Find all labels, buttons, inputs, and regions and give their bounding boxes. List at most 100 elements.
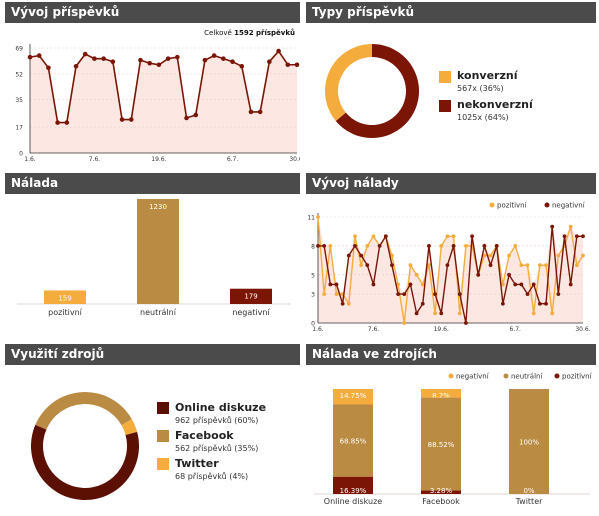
legend-swatch (157, 402, 169, 414)
data-point (525, 263, 530, 268)
data-point (402, 321, 407, 325)
panel-vyvoj-prispevku: Vývoj příspěvků Celkově 1592 příspěvků 0 1… (5, 2, 300, 166)
donut-slice (335, 44, 419, 138)
data-point (383, 234, 388, 239)
bar-segment (509, 389, 549, 494)
data-point (531, 282, 536, 287)
segment-value-label: 0% (523, 487, 534, 495)
data-point (414, 311, 419, 316)
legend-swatch (157, 430, 169, 442)
panel-vyvoj-nalady: Vývoj nálady pozitivní negativní 0 3 5 8 11 1.6… (306, 173, 596, 333)
line-chart-vyvoj-prispevku: Celkově 1592 příspěvků 0 17 35 52 69 1.6. 7.6. 1… (15, 28, 300, 163)
data-point (581, 234, 585, 239)
segment-value-label: 68.85% (340, 438, 367, 446)
y-tick-label: 3 (311, 292, 315, 299)
data-point (396, 282, 401, 287)
data-point (427, 244, 431, 248)
data-point (464, 321, 468, 325)
series-line (317, 216, 584, 324)
bar-value-label: 159 (58, 294, 71, 302)
bar (230, 288, 272, 304)
data-point (346, 301, 351, 306)
data-point (390, 263, 394, 268)
data-point (445, 234, 450, 239)
data-point (574, 234, 579, 239)
series-line (318, 226, 583, 324)
legend-label: negativní (456, 373, 490, 381)
data-point (257, 109, 263, 115)
data-point (556, 253, 561, 258)
y-tick-label: 0 (19, 151, 23, 158)
legend-label: Online diskuze (175, 401, 266, 414)
legend-marker (448, 373, 454, 379)
data-point (420, 282, 425, 287)
legend-marker (489, 202, 495, 208)
legend-label: negativní (552, 202, 586, 210)
y-tick-label: 5 (311, 272, 315, 279)
data-point (519, 263, 524, 268)
data-point (513, 244, 518, 248)
data-point (568, 224, 573, 229)
bar-chart-nalada: 159 pozitivní 1230 neutrální 179 negativní (17, 199, 291, 317)
data-point (119, 117, 125, 122)
category-label: neutrální (140, 308, 177, 317)
data-point (507, 272, 511, 277)
bar-segment (333, 404, 373, 477)
donut-chart-typy-prispevku: konverzní 567x (36%) nekonverzní 1025x (64%… (325, 44, 534, 138)
data-point (294, 62, 300, 68)
category-label: Facebook (422, 497, 460, 506)
data-point (239, 63, 245, 69)
data-point (230, 59, 235, 64)
data-point (328, 244, 333, 248)
data-point (221, 56, 226, 61)
data-point (482, 244, 487, 248)
bar-value-label: 1230 (149, 203, 167, 211)
data-point (562, 234, 567, 239)
data-point (519, 282, 524, 287)
data-point (328, 282, 333, 287)
segment-value-label: 16.39% (340, 487, 367, 495)
data-point (202, 57, 208, 63)
data-point (550, 224, 555, 229)
data-point (488, 263, 493, 268)
data-point (408, 282, 413, 287)
y-tick-label: 8 (311, 243, 315, 250)
bar (44, 290, 86, 304)
data-point (525, 292, 530, 296)
legend-detail: 68 příspěvků (4%) (175, 471, 248, 481)
x-tick-label: 19.6. (151, 156, 166, 163)
data-point (494, 244, 499, 248)
data-point (420, 301, 425, 306)
legend-label: Twitter (175, 457, 219, 470)
data-point (322, 292, 327, 296)
panel-nalada-ve-zdrojich: Nálada ve zdrojích negativní neutrální poz… (306, 344, 596, 514)
data-point (353, 234, 357, 239)
annotation-value: 1592 příspěvků (234, 28, 295, 37)
panel-title: Vývoj nálady (306, 173, 596, 194)
data-point (334, 292, 339, 296)
data-point (128, 117, 134, 122)
data-point (211, 53, 217, 58)
x-tick-label: 7.6. (89, 156, 101, 163)
data-point (488, 253, 493, 258)
bar-value-label: 179 (244, 293, 257, 301)
data-point (537, 263, 542, 268)
data-point (55, 120, 60, 125)
data-point (457, 311, 462, 316)
bar (137, 199, 179, 304)
data-point (439, 244, 444, 248)
data-point (414, 272, 419, 277)
data-point (574, 263, 579, 268)
y-tick-label: 69 (15, 46, 23, 53)
data-point (482, 253, 487, 258)
category-label: Online diskuze (324, 497, 382, 506)
data-point (445, 263, 450, 268)
total-annotation: Celkově 1592 příspěvků (204, 28, 295, 37)
panel-title: Využití zdrojů (5, 344, 300, 365)
data-point (457, 292, 462, 296)
legend-marker (544, 202, 550, 208)
data-point (193, 112, 199, 118)
data-point (476, 272, 481, 277)
data-point (556, 292, 561, 296)
legend-swatch (157, 458, 169, 470)
